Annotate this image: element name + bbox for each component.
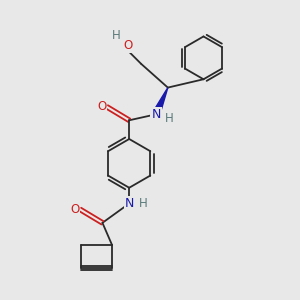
Polygon shape [152,88,168,116]
Text: H: H [139,197,148,210]
Text: H: H [111,29,120,42]
Text: O: O [97,100,106,113]
Text: O: O [123,40,132,52]
Text: H: H [165,112,174,125]
Text: N: N [151,108,160,121]
Text: O: O [70,203,80,216]
Text: N: N [124,197,134,210]
